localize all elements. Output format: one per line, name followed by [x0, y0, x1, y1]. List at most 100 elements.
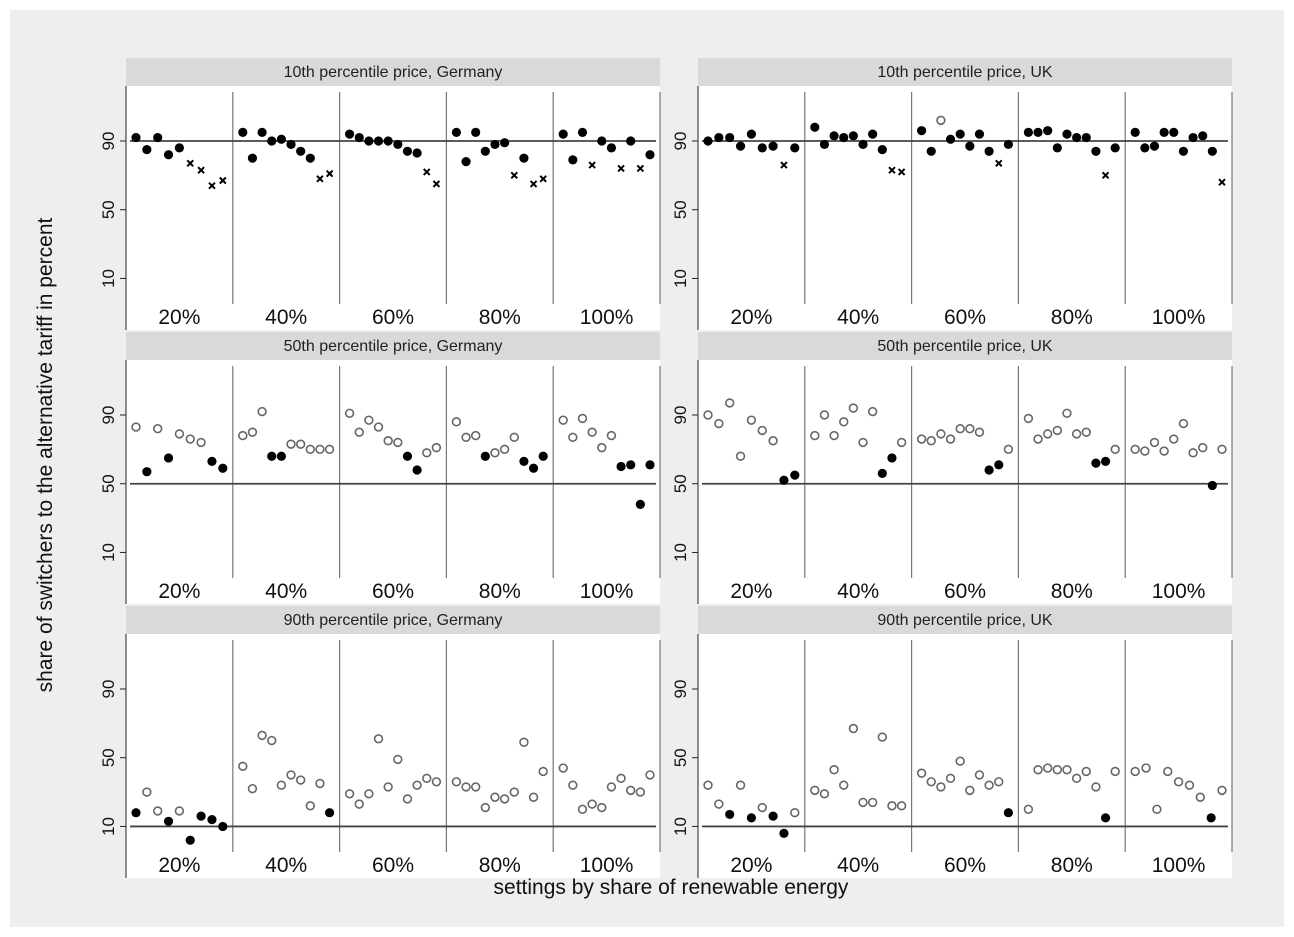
data-point-solid [768, 141, 778, 151]
data-point-solid [1081, 132, 1091, 143]
data-point-hollow [635, 787, 646, 797]
data-point-hollow [587, 427, 597, 437]
data-point-solid [163, 150, 174, 160]
group-label: 100% [580, 306, 634, 329]
data-point-hollow [757, 802, 767, 813]
data-point-hollow [1033, 765, 1043, 775]
data-point-hollow [597, 802, 607, 813]
data-point-cross [539, 175, 547, 183]
data-point-solid [480, 146, 490, 156]
panel-4: 50th percentile price, UK 10 50 90 20% 40% 60%… [671, 332, 1233, 604]
data-point-hollow [829, 430, 839, 441]
x-axis-title: settings by share of renewable energy [494, 876, 849, 899]
data-point-solid [142, 467, 152, 477]
data-point-solid [926, 146, 936, 156]
data-point-solid [635, 499, 645, 509]
data-point-solid [402, 146, 413, 156]
data-point-solid [1169, 127, 1179, 137]
data-point-hollow [703, 780, 713, 790]
data-point-hollow [451, 777, 462, 787]
data-point-hollow [1071, 429, 1082, 439]
data-point-solid [238, 127, 248, 137]
data-point-hollow [877, 732, 888, 742]
data-point-hollow [1023, 413, 1034, 424]
data-point-solid [877, 144, 887, 155]
panel-strip [698, 332, 1232, 360]
panel-strip [698, 606, 1232, 634]
data-point-hollow [645, 770, 655, 780]
data-point-solid [558, 129, 568, 139]
data-point-hollow [858, 797, 868, 808]
data-point-hollow [558, 415, 568, 425]
data-point-cross [432, 180, 441, 188]
y-tick-label: 50 [99, 474, 118, 493]
group-label: 60% [372, 854, 414, 877]
y-tick-label: 10 [671, 269, 690, 288]
group-label: 80% [1051, 580, 1093, 603]
data-point-hollow [519, 737, 529, 747]
data-point-cross [780, 161, 788, 169]
data-point-hollow [373, 734, 384, 744]
panel-title: 90th percentile price, UK [877, 612, 1053, 629]
data-point-hollow [703, 410, 713, 420]
data-point-hollow [735, 451, 746, 461]
data-point-solid [276, 451, 286, 461]
data-point-hollow [597, 442, 607, 453]
data-point-solid [345, 129, 355, 139]
data-point-hollow [819, 789, 830, 799]
group-label: 60% [944, 306, 986, 329]
y-tick-label: 90 [671, 406, 690, 425]
data-point-hollow [412, 780, 422, 790]
data-point-hollow [422, 773, 432, 784]
data-point-hollow [1130, 766, 1140, 777]
data-point-cross [1218, 178, 1226, 186]
data-point-solid [858, 139, 868, 150]
data-point-hollow [344, 789, 355, 799]
data-point-hollow [1198, 442, 1208, 453]
data-point-hollow [1163, 766, 1173, 777]
data-point-solid [1003, 808, 1014, 818]
data-point-hollow [558, 763, 568, 773]
data-point-hollow [955, 756, 965, 766]
group-label: 80% [1051, 306, 1093, 329]
data-point-hollow [926, 436, 936, 446]
data-point-cross [325, 169, 334, 178]
data-point-hollow [1033, 434, 1043, 444]
data-point-hollow [364, 789, 374, 799]
data-point-hollow [839, 780, 849, 790]
data-point-hollow [626, 785, 636, 796]
data-point-hollow [916, 434, 927, 444]
data-point-solid [354, 132, 364, 143]
data-point-hollow [568, 432, 578, 443]
data-point-solid [955, 129, 965, 139]
plot-area [698, 360, 1232, 604]
group-label: 100% [1152, 854, 1206, 877]
data-point-hollow [499, 444, 510, 455]
data-point-cross [186, 159, 194, 168]
y-tick-label: 10 [671, 543, 690, 562]
data-point-solid [839, 132, 849, 143]
data-point-hollow [174, 429, 185, 439]
data-point-cross [423, 168, 431, 176]
group-label: 60% [372, 306, 414, 329]
data-point-solid [974, 129, 985, 139]
data-point-hollow [402, 794, 413, 804]
data-point-hollow [810, 430, 820, 441]
data-point-solid [965, 141, 975, 151]
data-point-cross [995, 159, 1003, 168]
data-point-hollow [974, 770, 985, 780]
data-point-hollow [276, 780, 287, 790]
data-point-hollow [142, 787, 152, 797]
data-point-hollow [431, 777, 442, 787]
data-point-solid [519, 153, 529, 163]
data-point-solid [471, 127, 481, 137]
data-point-hollow [1184, 780, 1195, 790]
data-point-cross [617, 164, 625, 173]
group-label: 100% [580, 580, 634, 603]
data-point-solid [616, 461, 626, 472]
data-point-solid [790, 143, 800, 153]
data-point-hollow [1062, 408, 1072, 418]
data-point-hollow [1173, 777, 1184, 787]
data-point-solid [746, 129, 757, 139]
data-point-solid [1198, 131, 1208, 141]
